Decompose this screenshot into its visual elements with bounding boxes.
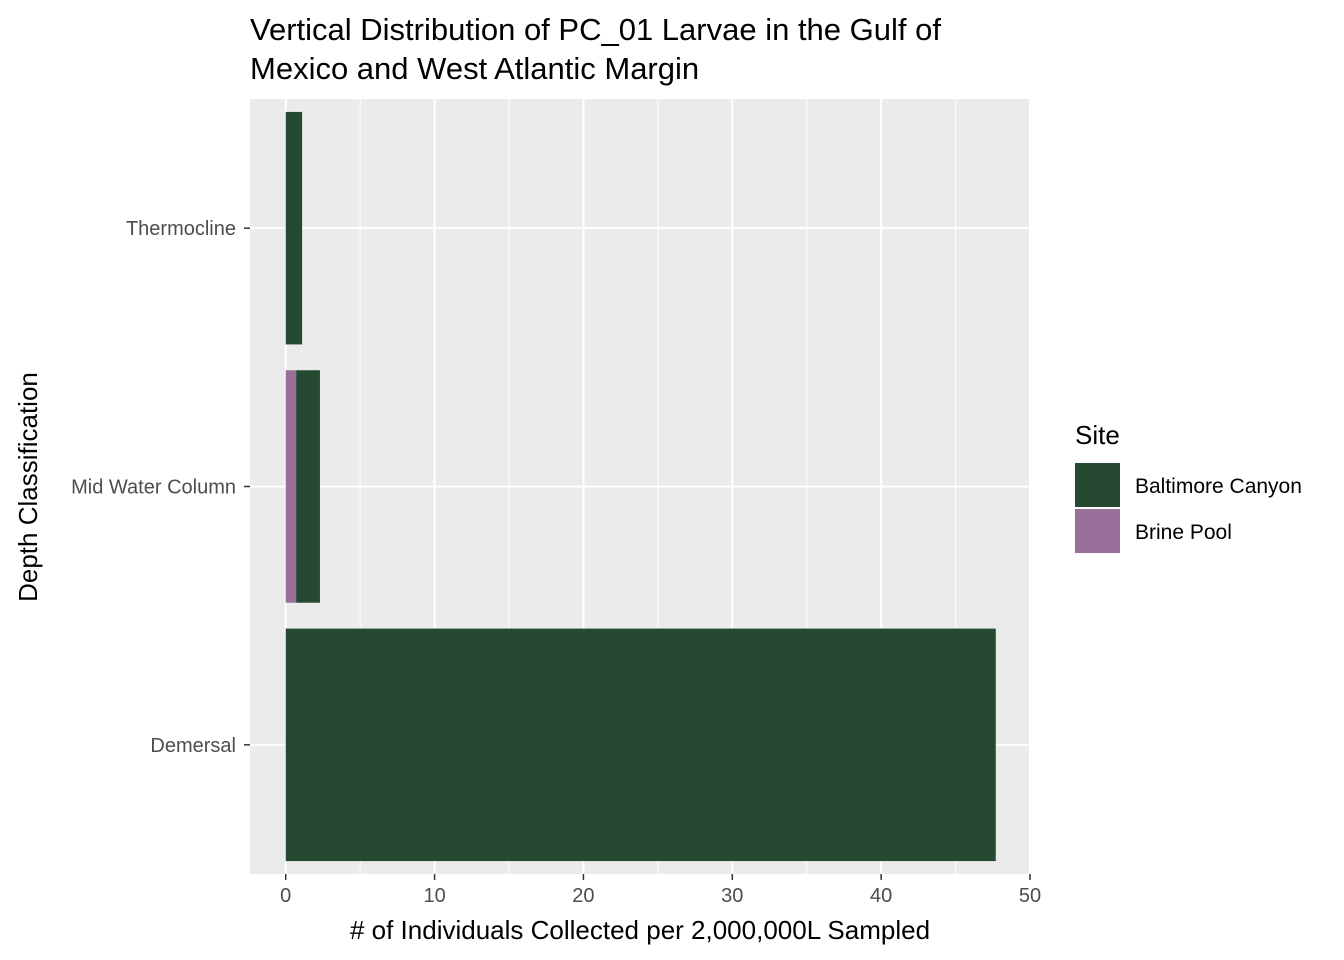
x-tick-label: 40 xyxy=(870,885,892,907)
legend-swatch xyxy=(1075,463,1120,507)
x-axis-title: # of Individuals Collected per 2,000,000… xyxy=(350,915,930,945)
legend-label: Brine Pool xyxy=(1135,521,1232,544)
legend-swatch xyxy=(1075,509,1120,553)
y-axis: Demersal Mid Water Column Thermocline xyxy=(71,218,250,757)
bars xyxy=(285,111,996,862)
x-tick-label: 20 xyxy=(572,885,594,907)
y-axis-title: Depth Classification xyxy=(13,372,43,602)
bar-mid-water-column-baltimore-canyon xyxy=(296,370,320,603)
legend-label: Baltimore Canyon xyxy=(1135,475,1302,498)
y-tick-label: Thermocline xyxy=(126,218,236,240)
bar-thermocline-baltimore-canyon xyxy=(285,111,303,345)
x-axis: 0 10 20 30 40 50 xyxy=(280,874,1041,907)
legend-title: Site xyxy=(1075,420,1120,450)
y-tick-label: Demersal xyxy=(150,735,236,757)
x-tick-label: 10 xyxy=(423,885,445,907)
chart-title-line-1: Vertical Distribution of PC_01 Larvae in… xyxy=(250,12,941,47)
bar-mid-water-column-brine-pool xyxy=(285,370,297,603)
x-tick-label: 50 xyxy=(1019,885,1041,907)
x-tick-label: 30 xyxy=(721,885,743,907)
bar-demersal-baltimore-canyon xyxy=(285,628,996,862)
y-tick-label: Mid Water Column xyxy=(71,477,236,499)
chart-title-line-2: Mexico and West Atlantic Margin xyxy=(250,51,699,86)
x-tick-label: 0 xyxy=(280,885,291,907)
legend: Site Baltimore Canyon Brine Pool xyxy=(1075,420,1302,553)
